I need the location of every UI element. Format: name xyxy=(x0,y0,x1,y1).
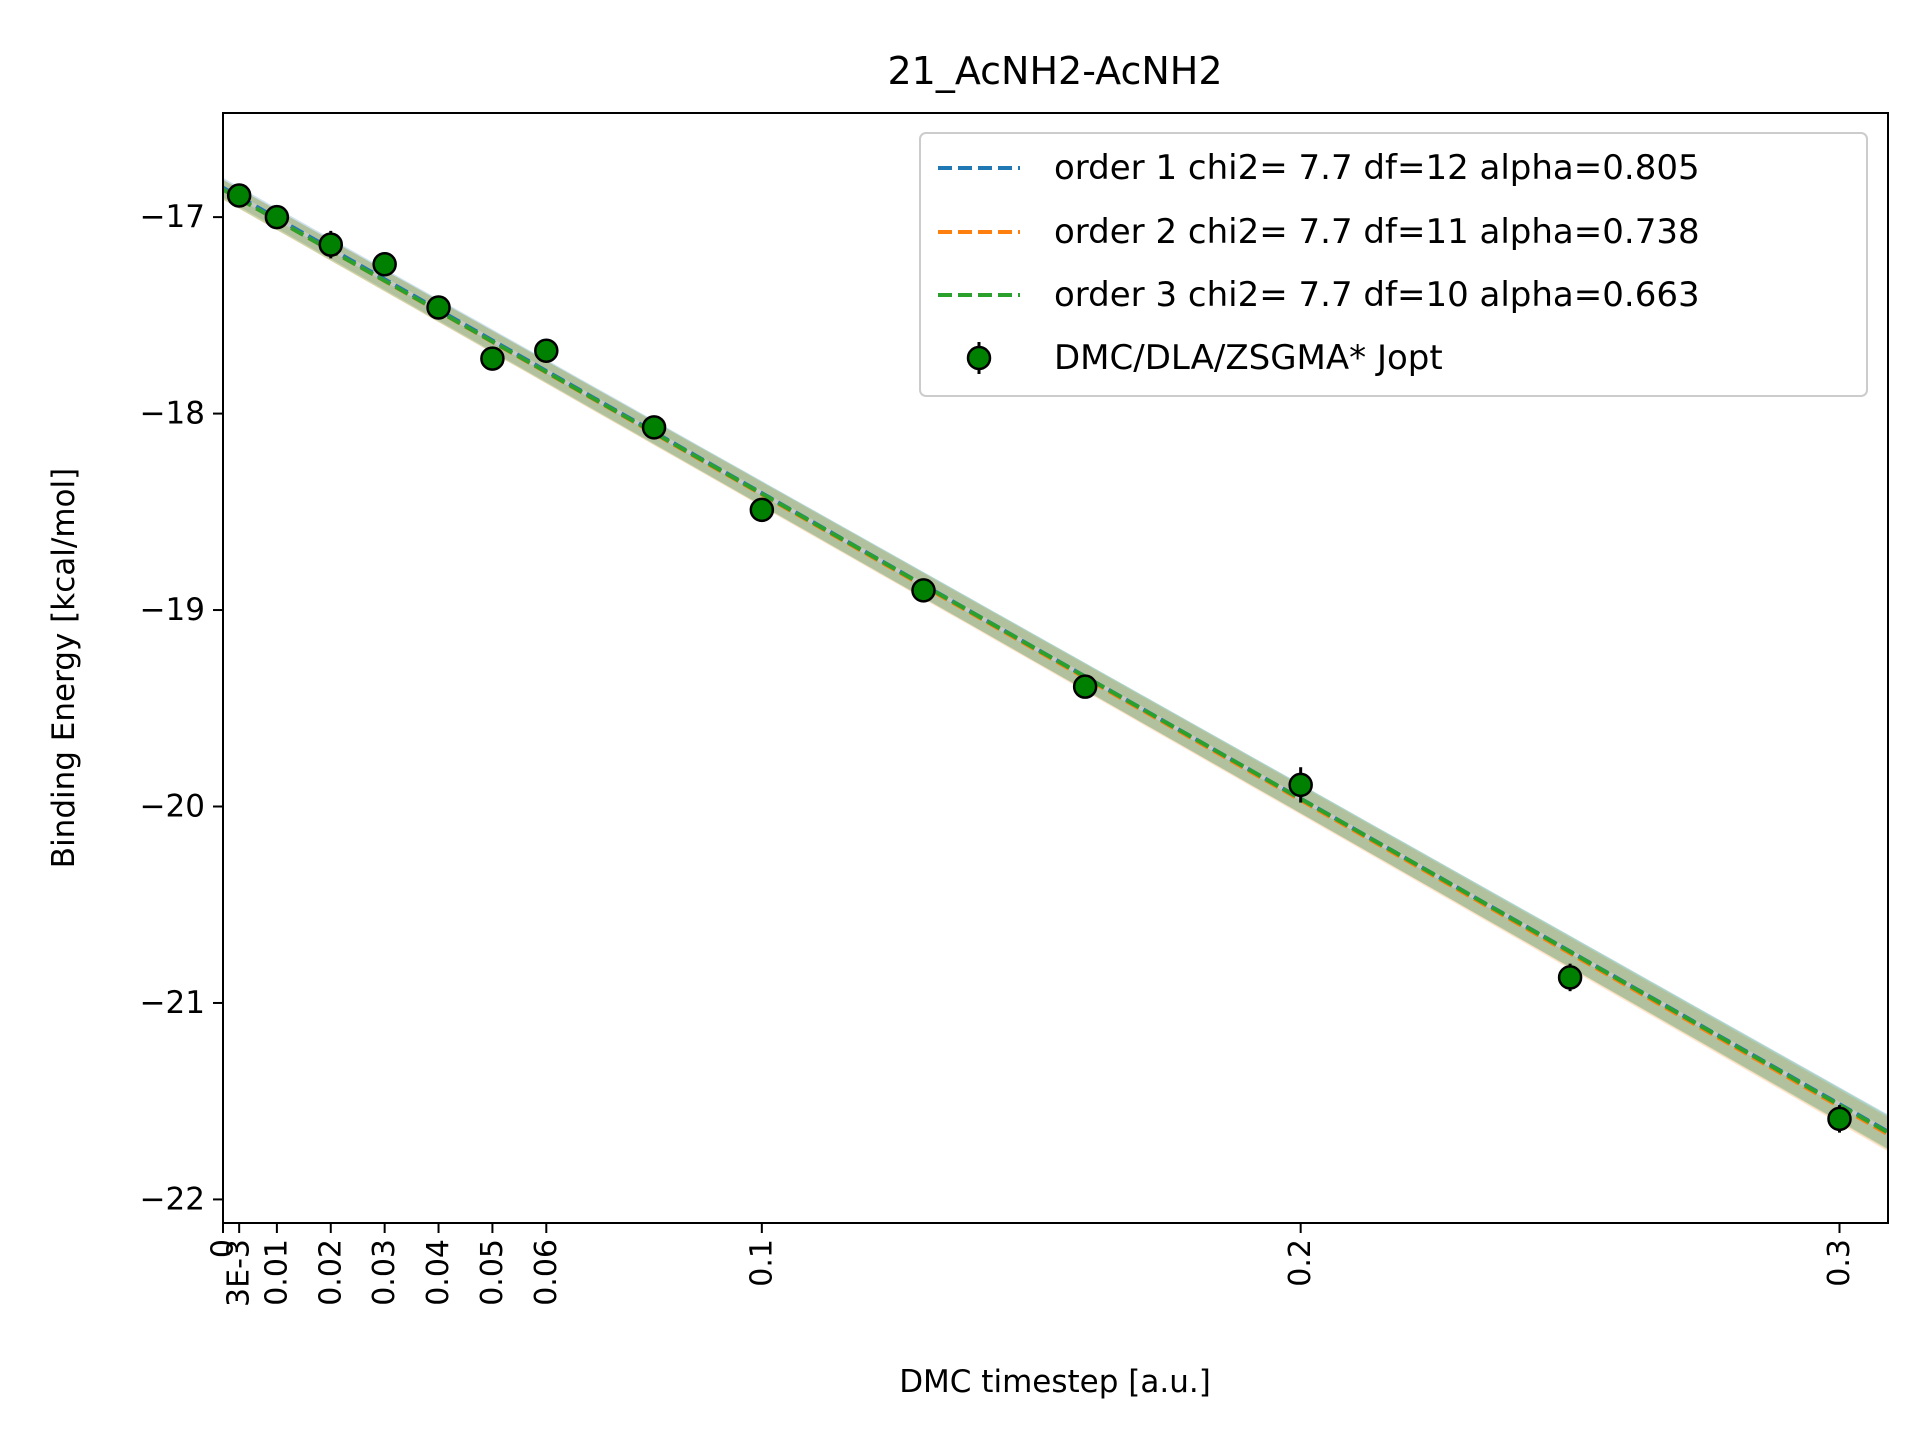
data-marker xyxy=(264,204,290,230)
legend-box xyxy=(919,132,1868,397)
data-point xyxy=(911,578,936,603)
legend-label-order-1: order 1 chi2= 7.7 df=12 alpha=0.805 xyxy=(1054,148,1700,188)
x-axis-ticks: 03E-3 0.01 0.02 0.03 0.04 0.05 0.06 0.1 0.2 0.3 xyxy=(206,1223,1857,1307)
y-tick-label: −17 xyxy=(140,199,205,235)
x-tick-label: 0.1 xyxy=(744,1239,779,1287)
x-tick-label: 0.2 xyxy=(1283,1239,1318,1287)
legend: order 1 chi2= 7.7 df=12 alpha=0.805 order… xyxy=(919,132,1868,397)
data-point xyxy=(1827,1105,1852,1133)
data-point xyxy=(318,230,344,259)
data-point xyxy=(534,338,559,363)
legend-label-series: DMC/DLA/ZSGMA* Jopt xyxy=(1054,338,1443,378)
data-point xyxy=(1072,674,1098,699)
data-marker xyxy=(911,578,936,603)
data-marker xyxy=(1072,674,1098,699)
y-tick-label: −22 xyxy=(140,1181,205,1217)
data-point xyxy=(1288,767,1313,803)
data-marker xyxy=(1557,965,1583,990)
x-tick-label: 0.01 xyxy=(259,1239,294,1306)
x-axis-label: DMC timestep [a.u.] xyxy=(899,1364,1211,1400)
fit-band-1 xyxy=(223,177,1888,1149)
data-marker xyxy=(749,497,775,523)
y-tick-label: −19 xyxy=(140,592,205,628)
data-marker xyxy=(1288,772,1313,798)
x-tick-label: 0.06 xyxy=(529,1239,564,1306)
data-point xyxy=(641,415,667,440)
y-tick-label: −20 xyxy=(140,789,205,825)
data-point xyxy=(749,497,775,523)
data-point xyxy=(480,346,505,371)
reference-fit-line xyxy=(223,185,1888,1134)
plot-area-frame xyxy=(222,112,1889,1224)
legend-marker-swatch xyxy=(966,345,992,371)
data-marker xyxy=(318,232,344,257)
x-tick-label: 0.02 xyxy=(313,1239,348,1306)
x-tick-label: 0.04 xyxy=(421,1239,456,1306)
legend-label-order-2: order 2 chi2= 7.7 df=11 alpha=0.738 xyxy=(1054,212,1700,252)
y-tick-label: −21 xyxy=(140,985,205,1021)
y-axis-ticks: −17 −18 −19 −20 −21 −22 xyxy=(140,199,223,1217)
x-tick-label: 0.05 xyxy=(475,1239,510,1306)
data-marker xyxy=(426,295,451,320)
x-tick-label: 0.3 xyxy=(1822,1239,1857,1287)
x-tick-label: 3E-3 xyxy=(222,1239,257,1307)
y-axis-label: Binding Energy [kcal/mol] xyxy=(46,468,82,868)
fit-lines xyxy=(223,185,1888,1137)
data-marker xyxy=(480,346,505,371)
data-point xyxy=(264,204,290,230)
y-tick-label: −18 xyxy=(140,396,205,432)
data-point xyxy=(372,252,397,277)
data-points xyxy=(226,183,1852,1133)
data-point xyxy=(226,183,252,208)
data-marker xyxy=(641,415,667,440)
data-marker xyxy=(372,252,397,277)
data-marker xyxy=(534,338,559,363)
chart-title: 21_AcNH2-AcNH2 xyxy=(887,49,1222,93)
data-marker xyxy=(1827,1106,1852,1132)
data-marker xyxy=(226,183,252,208)
x-tick-label: 0 xyxy=(206,1239,241,1258)
x-tick-label: 0.03 xyxy=(367,1239,402,1306)
legend-label-order-3: order 3 chi2= 7.7 df=10 alpha=0.663 xyxy=(1054,275,1700,315)
data-point xyxy=(1557,963,1583,992)
data-point xyxy=(426,295,451,320)
